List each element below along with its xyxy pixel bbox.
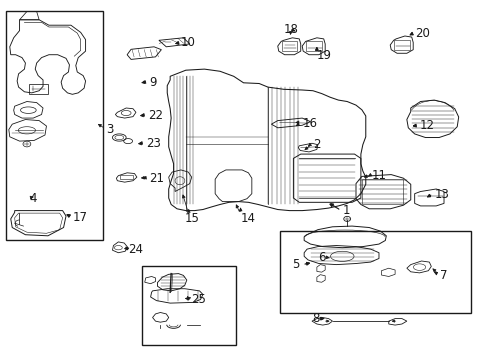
Text: 8: 8 bbox=[311, 312, 319, 325]
Bar bbox=[281, 41, 297, 51]
Bar bbox=[6, 11, 102, 240]
Text: 5: 5 bbox=[292, 258, 299, 271]
Text: 2: 2 bbox=[312, 138, 320, 151]
Text: 14: 14 bbox=[240, 212, 255, 225]
Text: 10: 10 bbox=[181, 36, 195, 49]
Text: 7: 7 bbox=[439, 269, 447, 282]
Text: 20: 20 bbox=[414, 27, 428, 40]
Text: 21: 21 bbox=[149, 172, 164, 185]
Bar bbox=[279, 231, 470, 313]
Text: 16: 16 bbox=[302, 117, 317, 130]
Text: 13: 13 bbox=[433, 188, 448, 201]
Bar bbox=[361, 179, 403, 204]
Text: 17: 17 bbox=[72, 211, 87, 224]
Text: 23: 23 bbox=[145, 137, 160, 150]
Text: 12: 12 bbox=[419, 119, 434, 132]
Text: 19: 19 bbox=[316, 49, 331, 62]
Text: 1: 1 bbox=[342, 204, 349, 217]
Bar bbox=[120, 175, 133, 179]
Bar bbox=[393, 40, 409, 50]
Bar bbox=[305, 41, 321, 51]
Text: 9: 9 bbox=[149, 76, 156, 89]
Text: 4: 4 bbox=[29, 192, 37, 204]
Text: 22: 22 bbox=[147, 109, 163, 122]
Bar bbox=[142, 266, 235, 345]
Text: 11: 11 bbox=[371, 169, 386, 182]
Text: 18: 18 bbox=[283, 23, 298, 36]
Text: 15: 15 bbox=[184, 212, 199, 225]
Text: 25: 25 bbox=[190, 293, 205, 306]
Text: 3: 3 bbox=[106, 123, 114, 136]
Text: 6: 6 bbox=[317, 251, 325, 264]
Bar bbox=[29, 84, 48, 94]
Text: 24: 24 bbox=[128, 243, 143, 256]
